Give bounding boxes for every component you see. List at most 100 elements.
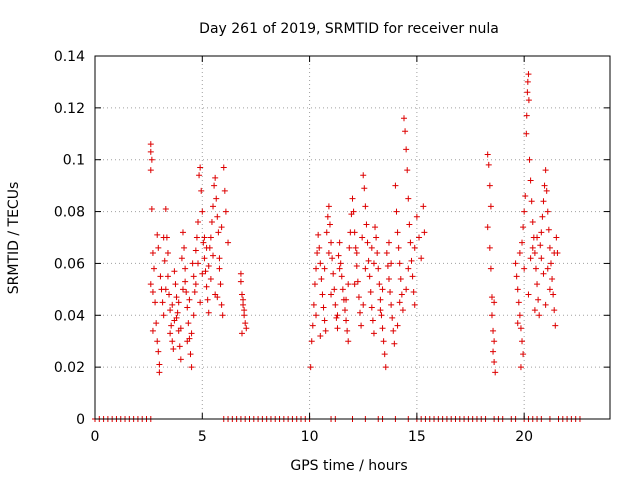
data-point — [351, 229, 358, 236]
data-point — [538, 255, 545, 262]
data-point — [403, 146, 410, 153]
data-point — [325, 250, 332, 257]
data-point — [355, 294, 362, 301]
data-point — [550, 291, 557, 298]
data-point — [403, 286, 410, 293]
data-point — [544, 265, 551, 272]
data-point — [193, 234, 200, 241]
data-point — [205, 263, 212, 270]
data-point — [365, 257, 372, 264]
data-point — [396, 260, 403, 267]
data-point — [374, 250, 381, 257]
data-point — [318, 275, 325, 282]
x-tick-label: 5 — [198, 429, 207, 445]
data-point — [310, 301, 317, 308]
data-point — [147, 148, 154, 155]
data-point — [204, 296, 211, 303]
data-point — [404, 167, 411, 174]
data-point — [379, 325, 386, 332]
data-point — [218, 301, 225, 308]
data-point — [544, 208, 551, 215]
data-point — [200, 239, 207, 246]
data-point — [362, 265, 369, 272]
data-point — [516, 312, 523, 319]
data-point — [362, 203, 369, 210]
data-point — [542, 301, 549, 308]
data-point — [411, 301, 418, 308]
data-point — [198, 187, 205, 194]
data-point — [525, 291, 532, 298]
y-tick-label: 0.04 — [54, 308, 85, 324]
data-point — [534, 281, 541, 288]
x-tick-label: 20 — [515, 429, 533, 445]
data-point — [326, 221, 333, 228]
data-point — [225, 239, 232, 246]
data-point — [361, 185, 368, 192]
data-point — [320, 304, 327, 311]
data-point — [219, 312, 226, 319]
data-point — [323, 229, 330, 236]
data-point — [171, 317, 178, 324]
data-point — [221, 187, 228, 194]
data-point — [486, 182, 493, 189]
data-point — [410, 288, 417, 295]
data-point — [208, 218, 215, 225]
data-point — [203, 244, 210, 251]
data-point — [552, 322, 559, 329]
data-point — [156, 361, 163, 368]
data-point — [545, 226, 552, 233]
data-point — [523, 130, 530, 137]
data-point — [197, 299, 204, 306]
data-point — [360, 301, 367, 308]
data-point — [159, 299, 166, 306]
data-point — [541, 182, 548, 189]
data-point — [379, 286, 386, 293]
data-point — [309, 322, 316, 329]
data-point — [528, 198, 535, 205]
data-point — [182, 278, 189, 285]
data-point — [382, 364, 389, 371]
data-point — [335, 252, 342, 259]
data-point — [202, 268, 209, 275]
data-point — [160, 234, 167, 241]
data-point — [538, 229, 545, 236]
data-point — [154, 338, 161, 345]
data-point — [345, 338, 352, 345]
data-point — [488, 312, 495, 319]
data-point — [491, 338, 498, 345]
data-point — [333, 314, 340, 321]
data-point — [210, 252, 217, 259]
data-point — [405, 265, 412, 272]
data-point — [352, 244, 359, 251]
data-point — [243, 325, 250, 332]
data-point — [492, 369, 499, 376]
data-point — [164, 250, 171, 257]
data-point — [161, 257, 168, 264]
data-point — [525, 97, 532, 104]
data-point — [149, 250, 156, 257]
data-point — [216, 255, 223, 262]
data-point — [418, 255, 425, 262]
data-point — [336, 265, 343, 272]
data-point — [176, 343, 183, 350]
data-point — [369, 317, 376, 324]
data-point — [383, 250, 390, 257]
data-point — [345, 281, 352, 288]
data-point — [487, 265, 494, 272]
data-point — [187, 351, 194, 358]
data-point — [524, 78, 531, 85]
data-point — [173, 294, 180, 301]
data-point — [370, 260, 377, 267]
data-point — [385, 275, 392, 282]
data-point — [529, 244, 536, 251]
data-point — [207, 234, 214, 241]
data-point — [321, 265, 328, 272]
data-point — [195, 218, 201, 225]
data-point — [526, 156, 533, 163]
data-point — [393, 208, 400, 215]
data-point — [170, 345, 177, 352]
data-point — [343, 317, 350, 324]
data-point — [177, 325, 184, 332]
data-point — [366, 273, 373, 280]
data-point — [319, 291, 326, 298]
